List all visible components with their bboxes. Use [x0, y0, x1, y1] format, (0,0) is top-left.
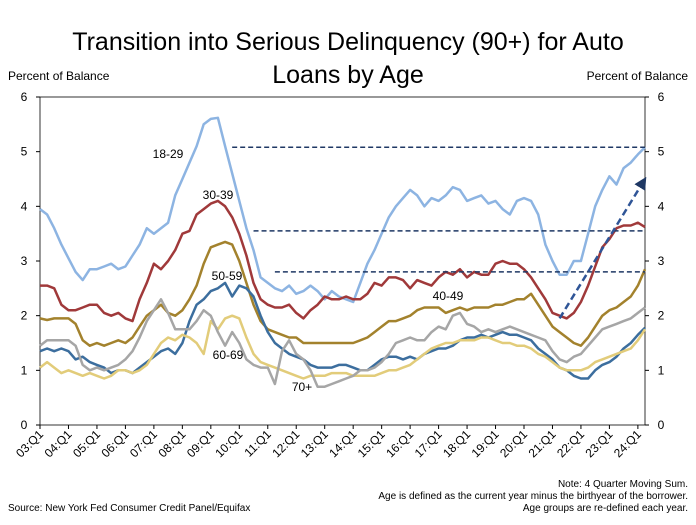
plot-frame	[39, 96, 646, 426]
x-tick-label: 24:Q1	[611, 427, 644, 460]
y2-tick-label: 4	[658, 199, 665, 213]
note: Note: 4 Quarter Moving Sum.	[558, 479, 688, 490]
y2-axis-label: Percent of Balance	[587, 69, 689, 83]
y2-tick-label: 6	[658, 90, 665, 104]
series-label: 18-29	[153, 147, 184, 161]
x-tick-label: 12:Q1	[269, 427, 302, 460]
y-tick-label: 6	[21, 90, 28, 104]
y2-tick-label: 0	[658, 418, 665, 432]
series-label: 60-69	[213, 348, 244, 362]
x-tick-label: 19:Q1	[469, 427, 502, 460]
x-tick-label: 03:Q1	[13, 427, 46, 460]
y-tick-label: 5	[21, 145, 28, 159]
x-tick-label: 05:Q1	[70, 427, 103, 460]
x-tick-label: 07:Q1	[127, 427, 160, 460]
y2-tick-label: 1	[658, 363, 665, 377]
y-tick-label: 2	[21, 309, 28, 323]
series-line	[39, 281, 646, 380]
x-tick-label: 22:Q1	[554, 427, 587, 460]
x-tick-label: 17:Q1	[412, 427, 445, 460]
chart-title: Transition into Serious Delinquency (90+…	[72, 28, 624, 89]
y-tick-label: 4	[21, 199, 28, 213]
x-tick-label: 13:Q1	[298, 427, 331, 460]
y2-tick-label: 2	[658, 309, 665, 323]
x-tick-label: 23:Q1	[583, 427, 616, 460]
x-tick-label: 10:Q1	[212, 427, 245, 460]
x-tick-label: 06:Q1	[99, 427, 132, 460]
x-tick-label: 16:Q1	[383, 427, 416, 460]
x-tick-label: 20:Q1	[497, 427, 530, 460]
y2-tick-label: 5	[658, 145, 665, 159]
y-tick-label: 1	[21, 363, 28, 377]
series-label: 40-49	[433, 289, 464, 303]
trend-arrow	[558, 176, 647, 320]
series-line	[39, 240, 647, 347]
series-label: 30-39	[203, 188, 234, 202]
x-tick-label: 15:Q1	[355, 427, 388, 460]
series-label: 50-59	[212, 269, 243, 283]
x-tick-label: 18:Q1	[440, 427, 473, 460]
series-label: 70+	[292, 380, 312, 394]
x-tick-label: 11:Q1	[241, 427, 274, 460]
y-axis-label: Percent of Balance	[8, 69, 110, 83]
y-tick-label: 0	[21, 418, 28, 432]
x-tick-label: 08:Q1	[155, 427, 188, 460]
x-tick-label: 09:Q1	[184, 427, 217, 460]
x-tick-label: 21:Q1	[526, 427, 559, 460]
series-line	[39, 314, 647, 380]
series-line	[39, 116, 646, 304]
y2-tick-label: 3	[658, 254, 665, 268]
series-line	[39, 298, 646, 388]
x-tick-label: 14:Q1	[326, 427, 359, 460]
note: Age is defined as the current year minus…	[378, 491, 688, 502]
x-tick-label: 04:Q1	[42, 427, 75, 460]
series-line	[40, 199, 646, 323]
y-tick-label: 3	[21, 254, 28, 268]
note: Age groups are re-defined each year.	[523, 503, 688, 514]
source: Source: New York Fed Consumer Credit Pan…	[8, 503, 250, 514]
